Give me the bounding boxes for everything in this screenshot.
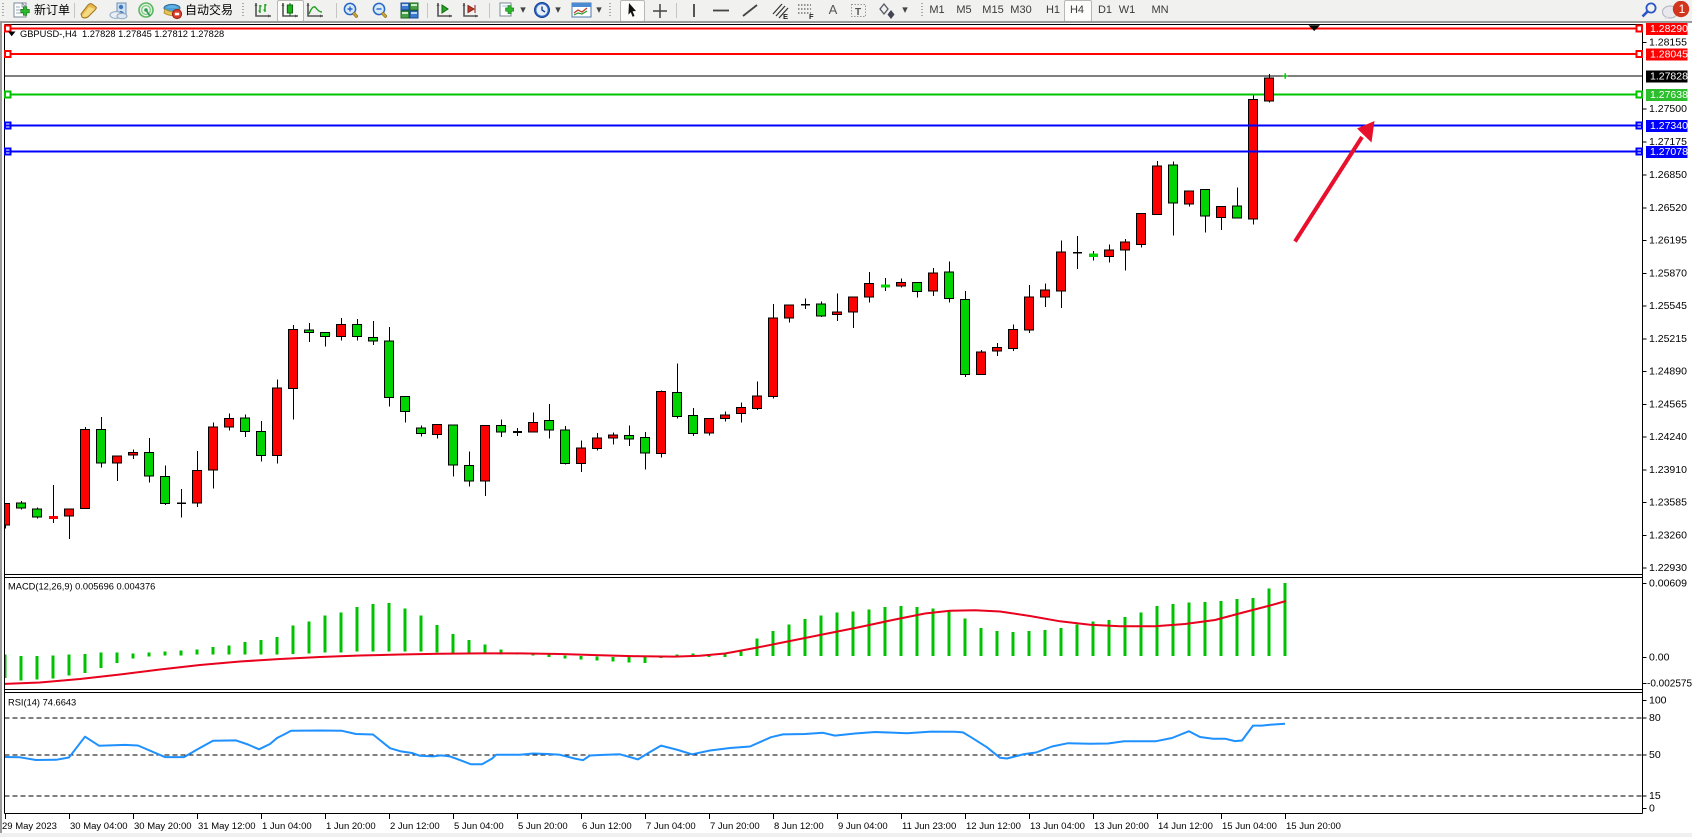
svg-text:1 Jun 04:00: 1 Jun 04:00 <box>262 821 312 832</box>
svg-text:31 May 12:00: 31 May 12:00 <box>198 821 256 832</box>
svg-text:0.00: 0.00 <box>1649 651 1670 663</box>
svg-text:15: 15 <box>1649 790 1661 802</box>
svg-text:1.25545: 1.25545 <box>1649 300 1687 312</box>
svg-text:5 Jun 20:00: 5 Jun 20:00 <box>518 821 568 832</box>
svg-text:1.26850: 1.26850 <box>1649 169 1687 181</box>
svg-text:1.27340: 1.27340 <box>1650 120 1688 132</box>
svg-text:2 Jun 12:00: 2 Jun 12:00 <box>390 821 440 832</box>
svg-text:29 May 2023: 29 May 2023 <box>2 821 57 832</box>
svg-text:1.24565: 1.24565 <box>1649 398 1687 410</box>
svg-text:1.28045: 1.28045 <box>1650 49 1688 61</box>
svg-text:13 Jun 04:00: 13 Jun 04:00 <box>1030 821 1085 832</box>
svg-text:T: T <box>855 7 861 18</box>
svg-text:1.23585: 1.23585 <box>1649 497 1687 509</box>
svg-text:11 Jun 23:00: 11 Jun 23:00 <box>902 821 956 832</box>
svg-text:50: 50 <box>1649 749 1661 761</box>
svg-text:1.23910: 1.23910 <box>1649 464 1687 476</box>
svg-text:15 Jun 04:00: 15 Jun 04:00 <box>1222 821 1277 832</box>
svg-text:6 Jun 12:00: 6 Jun 12:00 <box>582 821 632 832</box>
svg-text:1.27175: 1.27175 <box>1649 136 1687 148</box>
svg-text:1.28290: 1.28290 <box>1650 23 1688 35</box>
svg-text:1.26195: 1.26195 <box>1649 235 1687 247</box>
svg-text:30 May 20:00: 30 May 20:00 <box>134 821 192 832</box>
svg-text:0.00609: 0.00609 <box>1649 578 1687 590</box>
svg-text:1.27638: 1.27638 <box>1650 89 1688 101</box>
svg-text:7 Jun 20:00: 7 Jun 20:00 <box>710 821 760 832</box>
svg-text:1.25870: 1.25870 <box>1649 267 1687 279</box>
svg-text:5 Jun 04:00: 5 Jun 04:00 <box>454 821 504 832</box>
svg-text:100: 100 <box>1649 695 1667 707</box>
svg-text:E: E <box>783 12 788 20</box>
svg-text:1.27828: 1.27828 <box>1650 71 1688 83</box>
svg-text:15 Jun 20:00: 15 Jun 20:00 <box>1286 821 1341 832</box>
svg-text:1.25215: 1.25215 <box>1649 333 1687 345</box>
svg-text:30 May 04:00: 30 May 04:00 <box>70 821 128 832</box>
svg-text:13 Jun 20:00: 13 Jun 20:00 <box>1094 821 1149 832</box>
svg-text:RSI(14) 74.6643: RSI(14) 74.6643 <box>8 698 76 708</box>
svg-text:0: 0 <box>1649 803 1655 815</box>
svg-text:1.28155: 1.28155 <box>1649 37 1687 49</box>
svg-text:12 Jun 12:00: 12 Jun 12:00 <box>966 821 1021 832</box>
svg-text:1.24890: 1.24890 <box>1649 366 1687 378</box>
svg-text:14 Jun 12:00: 14 Jun 12:00 <box>1158 821 1213 832</box>
svg-text:F: F <box>809 12 814 20</box>
svg-text:1: 1 <box>1679 2 1686 16</box>
svg-text:9 Jun 04:00: 9 Jun 04:00 <box>838 821 888 832</box>
svg-text:8 Jun 12:00: 8 Jun 12:00 <box>774 821 824 832</box>
svg-text:1.24240: 1.24240 <box>1649 431 1687 443</box>
svg-text:-0.002575: -0.002575 <box>1647 679 1692 690</box>
svg-text:1.23260: 1.23260 <box>1649 529 1687 541</box>
svg-text:1 Jun 20:00: 1 Jun 20:00 <box>326 821 376 832</box>
svg-text:1.27078: 1.27078 <box>1650 146 1688 158</box>
svg-text:7 Jun 04:00: 7 Jun 04:00 <box>646 821 696 832</box>
svg-text:80: 80 <box>1649 712 1661 724</box>
svg-text:1.26520: 1.26520 <box>1649 202 1687 214</box>
svg-text:1.22930: 1.22930 <box>1649 562 1687 574</box>
svg-text:MACD(12,26,9) 0.005696 0.00437: MACD(12,26,9) 0.005696 0.004376 <box>8 582 155 592</box>
svg-text:1.27500: 1.27500 <box>1649 103 1687 115</box>
svg-text:GBPUSD-,H4 1.27828 1.27845 1.: GBPUSD-,H4 1.27828 1.27845 1.27812 1.278… <box>20 29 224 39</box>
